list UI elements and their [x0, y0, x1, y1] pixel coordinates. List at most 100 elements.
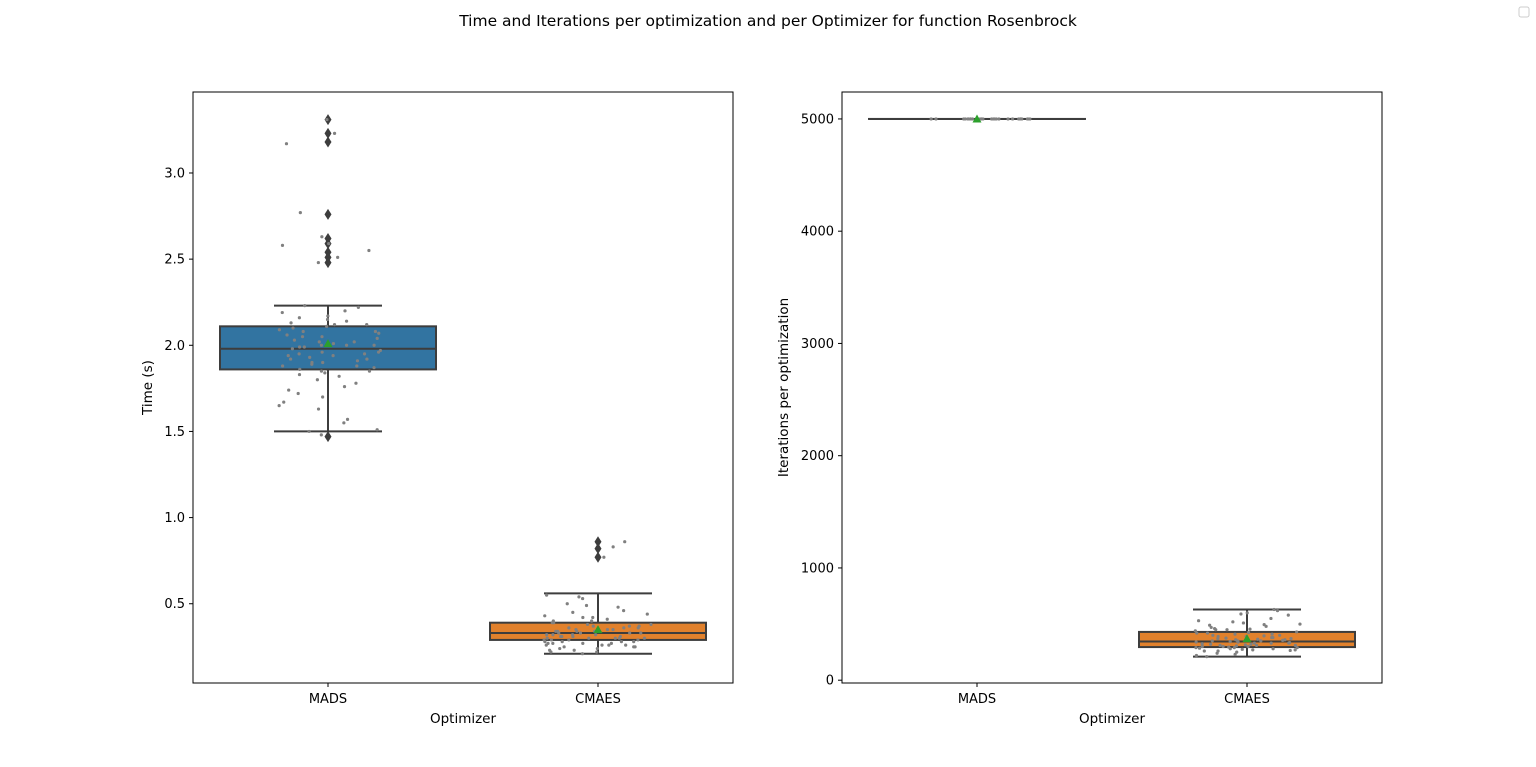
- strip-point: [1210, 639, 1214, 643]
- strip-point: [637, 624, 641, 628]
- strip-point: [280, 243, 285, 247]
- y-tick-label: 1.0: [164, 511, 185, 526]
- outlier-point: [594, 536, 602, 548]
- strip-point: [645, 612, 649, 616]
- strip-point: [1197, 646, 1202, 650]
- strip-point: [636, 638, 640, 642]
- strip-point: [1293, 648, 1297, 652]
- strip-point: [1275, 608, 1280, 613]
- strip-point: [1287, 641, 1291, 645]
- strip-point: [1286, 613, 1290, 617]
- strip-point: [600, 643, 604, 647]
- strip-point: [1205, 631, 1210, 635]
- strip-point: [365, 357, 369, 361]
- strip-point: [343, 309, 347, 313]
- strip-point: [320, 335, 324, 339]
- strip-point: [1228, 647, 1232, 651]
- strip-point: [367, 248, 371, 253]
- strip-point: [319, 343, 323, 347]
- strip-point: [308, 355, 312, 359]
- strip-point: [632, 640, 636, 644]
- strip-point: [1246, 630, 1251, 635]
- strip-point: [545, 636, 549, 640]
- strip-point: [1195, 631, 1199, 635]
- strip-point: [327, 242, 331, 246]
- y-tick-label: 0: [826, 674, 834, 689]
- strip-point: [372, 343, 376, 347]
- strip-point: [375, 428, 379, 432]
- strip-point: [575, 629, 579, 633]
- strip-point: [292, 338, 297, 342]
- strip-point: [365, 323, 369, 327]
- strip-point: [281, 364, 285, 368]
- figure-title: Time and Iterations per optimization and…: [458, 12, 1077, 30]
- strip-point: [319, 369, 324, 373]
- strip-point: [571, 610, 575, 614]
- strip-point: [1194, 640, 1198, 644]
- strip-point: [331, 341, 336, 346]
- strip-point: [1249, 642, 1253, 646]
- strip-point: [301, 329, 305, 334]
- box-mads: [219, 114, 437, 443]
- strip-point: [302, 345, 306, 349]
- strip-point: [1243, 643, 1247, 647]
- strip-point: [1259, 639, 1263, 643]
- strip-point: [1251, 648, 1255, 652]
- strip-point: [551, 641, 555, 645]
- strip-point: [1214, 628, 1218, 632]
- strip-point: [289, 321, 293, 325]
- strip-point: [326, 314, 330, 318]
- strip-point: [321, 395, 325, 399]
- strip-point: [1254, 643, 1259, 647]
- strip-point: [332, 323, 337, 327]
- strip-point: [316, 260, 320, 265]
- strip-point: [320, 235, 324, 239]
- y-tick-label: 2.0: [164, 339, 185, 354]
- strip-point: [981, 117, 985, 121]
- strip-point: [1228, 639, 1232, 644]
- box-mads: [868, 114, 1086, 123]
- strip-point: [649, 622, 653, 627]
- strip-point: [997, 117, 1001, 121]
- strip-point: [290, 347, 295, 351]
- strip-point: [581, 641, 585, 645]
- strip-point: [1232, 646, 1236, 650]
- strip-point: [594, 633, 598, 637]
- strip-point: [587, 636, 591, 640]
- strip-point: [1239, 612, 1243, 616]
- strip-point: [551, 633, 555, 637]
- strip-point: [1248, 627, 1252, 631]
- strip-point: [1006, 117, 1010, 121]
- time-boxplot: 0.5 1.0 1.5 2.0 2.5 3.0 MADS CMAES Optimizer Time…: [140, 91, 734, 727]
- strip-point: [560, 634, 564, 639]
- strip-point: [1298, 622, 1302, 626]
- strip-point: [549, 638, 553, 642]
- strip-point: [571, 634, 575, 639]
- strip-point: [1269, 641, 1273, 645]
- strip-point: [968, 117, 973, 121]
- strip-point: [1293, 643, 1297, 647]
- outlier-point: [324, 127, 332, 139]
- strip-point: [1194, 646, 1198, 650]
- strip-point: [1235, 650, 1239, 654]
- strip-point: [1252, 641, 1256, 645]
- strip-point: [1211, 633, 1215, 637]
- strip-point: [1246, 644, 1250, 649]
- strip-point: [297, 316, 301, 320]
- strip-point: [1200, 642, 1204, 646]
- y-axis-label: Iterations per optimization: [776, 298, 792, 477]
- strip-point: [595, 646, 599, 651]
- outlier-point: [324, 208, 332, 220]
- strip-point: [320, 350, 324, 354]
- x-tick-label: MADS: [958, 692, 996, 707]
- strip-point: [567, 626, 571, 630]
- strip-point: [1196, 619, 1201, 623]
- strip-point: [543, 640, 547, 644]
- strip-point: [616, 605, 620, 609]
- y-axis-label: Time (s): [140, 360, 156, 416]
- strip-point: [297, 345, 302, 349]
- strip-point: [607, 643, 611, 647]
- strip-point: [356, 305, 360, 309]
- strip-point: [619, 640, 624, 644]
